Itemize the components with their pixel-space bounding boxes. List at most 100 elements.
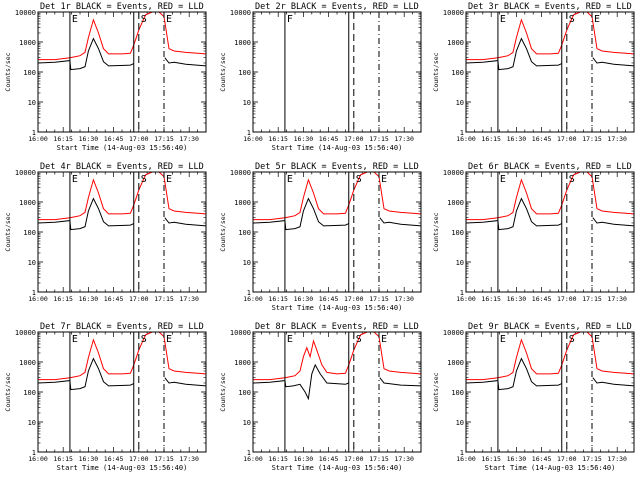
event-marker-label: E [287,174,293,185]
x-tick-label: 16:45 [532,455,552,463]
plot-frame [465,171,635,293]
y-axis-label: Counts/sec [219,52,227,91]
x-tick-label: 17:15 [369,455,389,463]
x-tick-label: 16:00 [243,135,263,143]
y-axis-label: Counts/sec [4,372,12,411]
panel-det-3: Det 3r BLACK = Events, RED = LLD Counts/s… [432,2,635,143]
panel-title: Det 9r BLACK = Events, RED = LLD [468,322,632,332]
x-tick-label: 16:30 [507,295,527,303]
y-axis-label: Counts/sec [432,52,440,91]
x-tick-label: 17:30 [394,135,414,143]
y-tick-label: 10000 [443,329,464,337]
y-tick-label: 10000 [15,329,36,337]
panel-det-6: Det 6r BLACK = Events, RED = LLD Counts/s… [432,162,635,303]
x-tick-label: 17:00 [557,135,577,143]
x-tick-label: 17:15 [154,455,174,463]
y-tick-label: 10000 [230,169,251,177]
x-tick-label: 17:15 [369,295,389,303]
event-marker-label: S [569,334,575,345]
x-tick-label: 16:30 [507,455,527,463]
event-marker-label: E [594,14,600,25]
x-axis-label: Start Time (14-Aug-03 15:56:40) [272,464,403,472]
x-tick-label: 16:45 [319,455,339,463]
event-marker-label: E [166,14,172,25]
y-tick-label: 1 [247,129,251,137]
event-marker-label: S [569,174,575,185]
x-axis-label: Start Time (14-Aug-03 15:56:40) [57,464,188,472]
x-tick-label: 17:30 [607,135,627,143]
plot-frame [37,171,207,293]
y-tick-label: 1000 [447,199,464,207]
y-tick-label: 10 [456,259,464,267]
plot-frame [465,331,635,453]
y-tick-label: 1 [32,289,36,297]
x-tick-label: 16:45 [532,135,552,143]
x-tick-label: 16:30 [294,135,314,143]
x-tick-label: 17:00 [129,455,149,463]
event-marker-label: E [500,174,506,185]
x-tick-label: 16:15 [53,295,73,303]
x-tick-label: 17:00 [129,295,149,303]
y-tick-label: 100 [238,229,251,237]
series-line-lld [466,332,634,381]
y-tick-label: 100 [451,229,464,237]
y-tick-label: 10 [28,99,36,107]
panel-title: Det 6r BLACK = Events, RED = LLD [468,162,632,172]
y-tick-label: 10 [243,419,251,427]
panel-title: Det 4r BLACK = Events, RED = LLD [40,162,204,172]
x-tick-label: 16:30 [294,455,314,463]
x-tick-label: 16:15 [481,455,501,463]
event-marker-label: E [166,334,172,345]
y-tick-label: 10 [456,99,464,107]
y-axis-label: Counts/sec [219,372,227,411]
y-axis-label: Counts/sec [432,372,440,411]
event-marker-label: S [569,14,575,25]
x-tick-label: 17:00 [129,135,149,143]
y-tick-label: 10000 [230,329,251,337]
series-line-lld [38,332,206,381]
series-line-lld [253,172,421,221]
x-tick-label: 16:45 [319,135,339,143]
event-marker-label: E [381,174,387,185]
y-axis-label: Counts/sec [4,52,12,91]
panel-det-2: Det 2r BLACK = Events, RED = LLD Counts/s… [219,2,422,152]
x-tick-label: 16:30 [79,455,99,463]
plot-frame [252,11,422,133]
event-marker-label: F [287,14,293,25]
y-tick-label: 100 [23,69,36,77]
x-tick-label: 17:15 [582,135,602,143]
x-tick-label: 16:30 [507,135,527,143]
x-tick-label: 17:30 [607,455,627,463]
y-tick-label: 1000 [234,199,251,207]
x-tick-label: 16:15 [53,455,73,463]
plot-frame [252,331,422,453]
y-tick-label: 1 [247,289,251,297]
x-tick-label: 17:15 [582,455,602,463]
x-tick-label: 17:30 [179,455,199,463]
panel-det-9: Det 9r BLACK = Events, RED = LLD Counts/s… [432,322,635,472]
x-tick-label: 16:45 [104,295,124,303]
y-tick-label: 1000 [19,359,36,367]
y-axis-label: Counts/sec [432,212,440,251]
y-tick-label: 1000 [447,359,464,367]
x-tick-label: 17:30 [179,295,199,303]
x-axis-label: Start Time (14-Aug-03 15:56:40) [272,304,403,312]
x-tick-label: 16:45 [104,135,124,143]
event-marker-label: E [166,174,172,185]
x-tick-label: 16:00 [456,295,476,303]
event-marker-label: S [356,174,362,185]
x-tick-label: 16:00 [456,135,476,143]
x-tick-label: 16:00 [28,455,48,463]
event-marker-label: E [381,334,387,345]
y-tick-label: 10 [243,259,251,267]
event-marker-label: S [141,14,147,25]
panel-det-7: Det 7r BLACK = Events, RED = LLD Counts/s… [4,322,207,472]
series-line-lld [38,172,206,221]
x-tick-label: 16:00 [243,455,263,463]
series-line-events [253,363,421,401]
panel-title: Det 5r BLACK = Events, RED = LLD [255,162,419,172]
x-axis-label: Start Time (14-Aug-03 15:56:40) [485,464,616,472]
x-tick-label: 16:30 [79,135,99,143]
x-tick-label: 17:15 [154,135,174,143]
x-tick-label: 16:00 [28,295,48,303]
